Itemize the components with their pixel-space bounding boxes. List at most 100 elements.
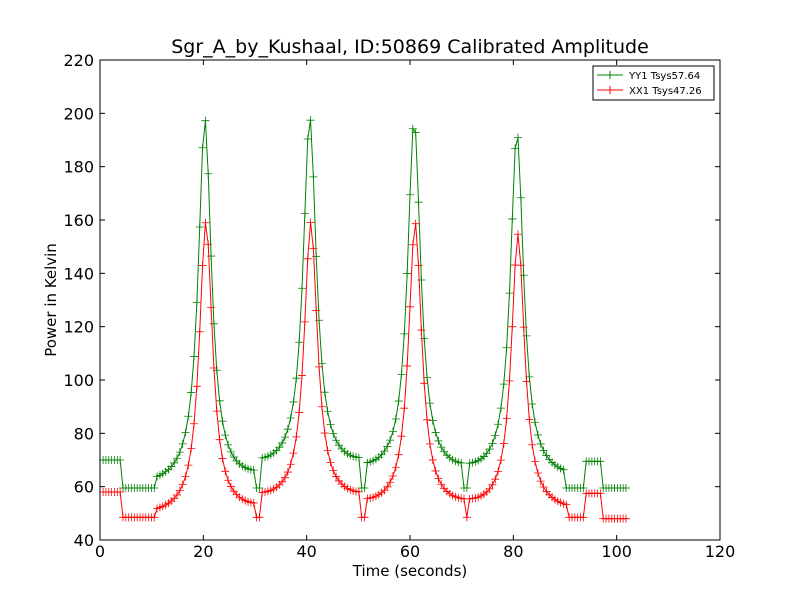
data-point-marker — [187, 388, 196, 397]
data-point-marker — [226, 447, 235, 456]
data-point-marker — [533, 468, 542, 477]
data-point-marker — [150, 513, 159, 522]
data-point-marker — [172, 490, 181, 499]
data-point-marker — [312, 306, 321, 315]
data-point-marker — [380, 447, 389, 456]
data-point-marker — [457, 458, 466, 467]
data-point-marker — [505, 376, 514, 385]
data-point-marker — [332, 472, 341, 481]
data-point-marker — [531, 457, 540, 466]
data-point-marker — [388, 427, 397, 436]
data-point-marker — [513, 133, 522, 142]
y-tick-label: 40 — [74, 531, 94, 550]
data-point-marker — [559, 465, 568, 474]
legend-swatch-marker — [606, 71, 614, 79]
data-point-marker — [209, 319, 218, 328]
data-point-marker — [394, 450, 403, 459]
data-point-marker — [621, 484, 630, 492]
data-point-marker — [184, 412, 193, 421]
data-point-marker — [434, 474, 443, 483]
data-point-marker — [295, 338, 304, 347]
data-point-marker — [329, 466, 338, 475]
data-point-marker — [326, 420, 335, 429]
data-point-marker — [306, 116, 315, 125]
data-point-marker — [528, 440, 537, 449]
data-point-marker — [354, 453, 363, 462]
data-point-marker — [423, 415, 432, 424]
series-yy1 — [99, 116, 630, 492]
data-point-marker — [204, 240, 213, 249]
data-point-marker — [539, 483, 548, 492]
data-point-marker — [300, 317, 309, 326]
data-point-marker — [462, 484, 471, 492]
y-tick-label: 80 — [74, 424, 94, 443]
data-point-marker — [414, 198, 423, 207]
data-point-marker — [286, 414, 295, 423]
data-point-marker — [221, 431, 230, 440]
x-tick-label: 80 — [503, 542, 523, 561]
data-point-marker — [323, 407, 332, 416]
data-point-marker — [317, 402, 326, 411]
y-tick-label: 180 — [63, 158, 94, 177]
data-point-marker — [298, 371, 307, 380]
data-point-marker — [295, 408, 304, 417]
data-point-marker — [309, 244, 318, 253]
ticks-layer: 0 20 40 60 80 100 120 40 60 80 100 120 140 160 180 200 2… — [63, 51, 735, 561]
data-point-marker — [201, 116, 210, 125]
data-point-marker — [505, 289, 514, 298]
y-tick-label: 120 — [63, 318, 94, 337]
data-point-marker — [209, 363, 218, 372]
data-point-marker — [488, 439, 497, 448]
data-point-marker — [400, 404, 409, 413]
data-point-marker — [579, 484, 588, 492]
data-point-marker — [539, 446, 548, 455]
data-point-marker — [175, 486, 184, 495]
data-point-marker — [178, 480, 187, 489]
data-point-marker — [354, 487, 363, 496]
data-point-marker — [519, 323, 528, 332]
data-point-marker — [292, 432, 301, 441]
data-point-marker — [204, 169, 213, 178]
data-point-marker — [360, 513, 369, 522]
data-point-marker — [499, 439, 508, 448]
data-point-marker — [488, 480, 497, 489]
data-point-marker — [150, 484, 159, 492]
data-point-marker — [531, 418, 540, 427]
data-point-marker — [181, 472, 190, 481]
data-point-marker — [536, 439, 545, 448]
data-point-marker — [187, 444, 196, 453]
legend: YY1 Tsys57.64 XX1 Tsys47.26 — [592, 65, 715, 101]
data-point-marker — [292, 374, 301, 383]
data-point-marker — [116, 456, 125, 464]
y-tick-label: 220 — [63, 51, 94, 70]
data-point-marker — [303, 135, 312, 144]
data-point-marker — [579, 513, 588, 522]
data-point-marker — [300, 209, 309, 218]
data-point-marker — [181, 428, 190, 437]
data-point-marker — [280, 433, 289, 442]
data-point-marker — [499, 380, 508, 389]
data-point-marker — [397, 370, 406, 379]
data-point-marker — [255, 513, 264, 522]
data-point-marker — [226, 482, 235, 491]
chart-title: Sgr_A_by_Kushaal, ID:50869 Calibrated Am… — [171, 36, 649, 58]
data-point-marker — [175, 448, 184, 457]
data-point-marker — [496, 404, 505, 413]
x-tick-label: 120 — [705, 542, 736, 561]
data-point-marker — [562, 500, 571, 509]
data-point-marker — [437, 443, 446, 452]
data-point-marker — [386, 478, 395, 487]
data-point-marker — [275, 443, 284, 452]
data-point-marker — [383, 442, 392, 451]
data-point-marker — [198, 261, 207, 270]
data-point-marker — [192, 298, 201, 307]
data-point-marker — [326, 458, 335, 467]
data-point-marker — [494, 420, 503, 429]
data-point-marker — [309, 172, 318, 181]
data-point-marker — [397, 432, 406, 441]
data-point-marker — [400, 329, 409, 338]
data-point-marker — [207, 303, 216, 312]
data-point-marker — [437, 480, 446, 489]
x-tick-label: 0 — [95, 542, 105, 561]
data-point-marker — [221, 467, 230, 476]
